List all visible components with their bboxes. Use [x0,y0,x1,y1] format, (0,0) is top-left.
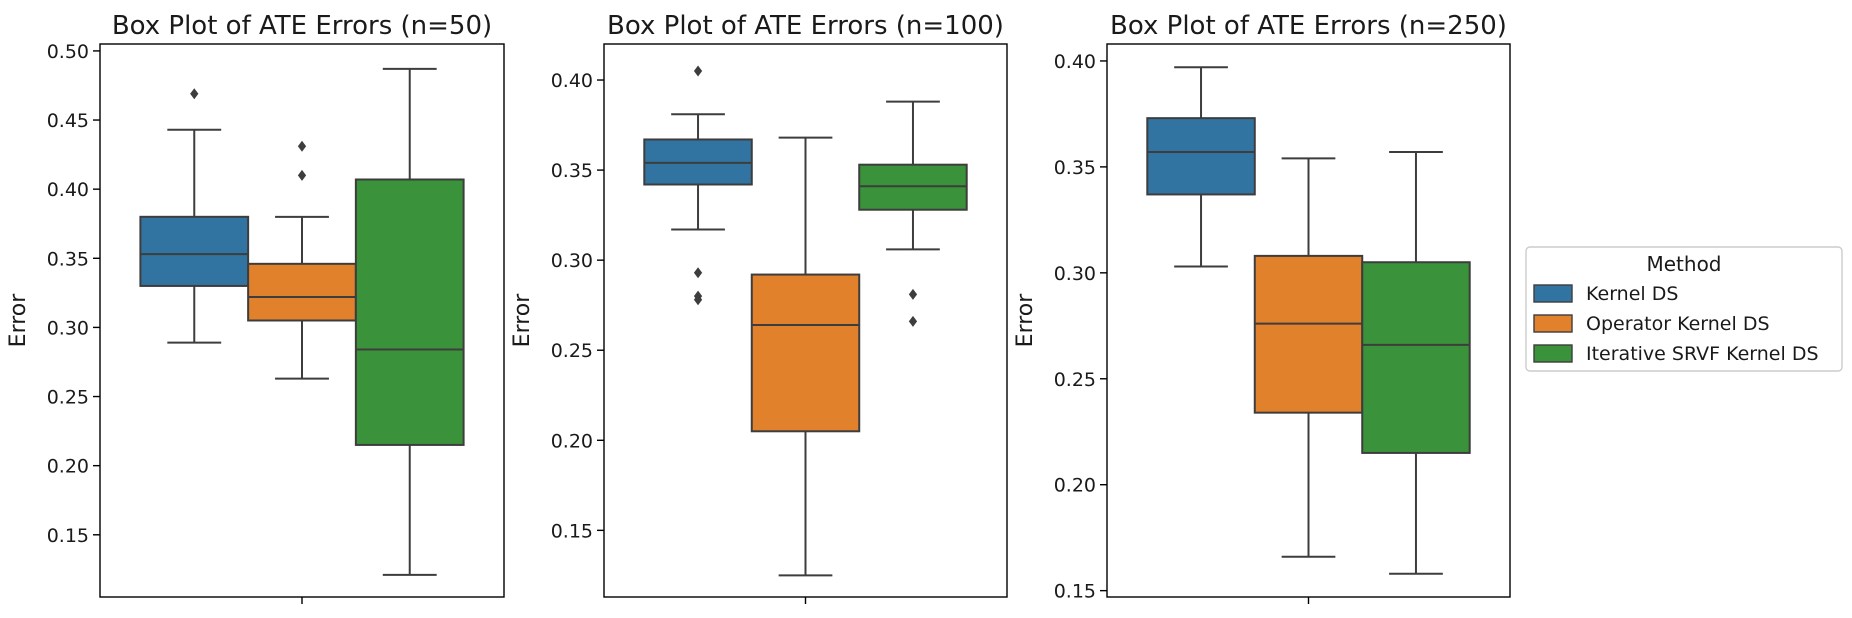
chart-panel-1: Box Plot of ATE Errors (n=50) 0.15 0.20 0.2… [6,11,505,604]
y-tick-label: 0.30 [551,250,593,272]
outlier-point [693,294,703,306]
box-iqr [247,262,357,322]
box-iterative-srvf-kernel-ds [858,100,968,327]
box-iqr [354,178,465,446]
y-tick-label: 0.35 [47,248,89,270]
y-tick-label: 0.25 [551,340,593,362]
outlier-point [693,65,703,77]
y-tick-label: 0.40 [1054,51,1096,73]
y-tick-label: 0.15 [1054,581,1096,603]
y-tick-label: 0.35 [551,160,593,182]
plot-frame [99,43,505,598]
y-tick-label: 0.25 [47,387,89,409]
y-tick-label: 0.30 [1054,263,1096,285]
y-tick-label: 0.20 [551,430,593,452]
box-operator-kernel-ds [750,136,861,577]
y-tick-label: 0.25 [1054,369,1096,391]
y-tick-label: 0.15 [47,525,89,547]
y-axis-label: Error [510,293,535,348]
box-operator-kernel-ds [1253,157,1364,558]
box-kernel-ds [1146,66,1256,268]
y-axis-label: Error [1013,293,1038,348]
outlier-point [908,315,918,327]
box-operator-kernel-ds [247,140,357,380]
y-tick-label: 0.20 [1054,475,1096,497]
plot-frame [1106,43,1511,598]
box-iqr [139,215,250,287]
legend-label: Operator Kernel DS [1586,313,1770,335]
y-tick-label: 0.30 [47,317,89,339]
y-tick-label: 0.40 [47,179,89,201]
outlier-point [297,169,307,181]
box-kernel-ds [643,65,753,306]
legend-label: Iterative SRVF Kernel DS [1586,343,1819,365]
outlier-point [297,140,307,152]
y-tick-label: 0.20 [47,456,89,478]
y-axis-label: Error [6,293,31,348]
y-tick-label: 0.15 [551,520,593,542]
legend-swatch [1533,284,1573,303]
chart-panel-2: Box Plot of ATE Errors (n=100) 0.15 0.20 0.… [510,11,1008,604]
y-tick-label: 0.35 [1054,157,1096,179]
y-tick-label: 0.40 [551,70,593,92]
chart-title: Box Plot of ATE Errors (n=100) [607,11,1004,41]
box-iterative-srvf-kernel-ds [1361,151,1471,575]
legend: Method Kernel DS Operator Kernel DS Iterati… [1525,246,1843,372]
box-kernel-ds [139,88,250,344]
outlier-point [190,88,199,100]
legend-label: Kernel DS [1586,283,1678,305]
outlier-point [908,288,918,300]
legend-box [1525,246,1843,372]
legend-swatch [1533,344,1573,363]
legend-swatch [1533,314,1573,333]
y-tick-label: 0.45 [47,110,89,132]
box-iqr [1146,117,1256,196]
y-tick-label: 0.50 [47,41,89,63]
plot-frame [603,43,1008,598]
chart-title: Box Plot of ATE Errors (n=50) [112,11,492,41]
legend-title: Method [1646,252,1721,276]
box-iterative-srvf-kernel-ds [354,67,465,576]
chart-panel-3: Box Plot of ATE Errors (n=250) 0.15 0.20 0.… [1013,11,1511,604]
charts-container: Box Plot of ATE Errors (n=50) 0.15 0.20 0.2… [6,11,1511,604]
box-iqr [1361,261,1471,454]
chart-title: Box Plot of ATE Errors (n=250) [1110,11,1507,41]
box-iqr [750,273,861,433]
outlier-point [693,267,703,279]
box-iqr [1253,254,1364,414]
